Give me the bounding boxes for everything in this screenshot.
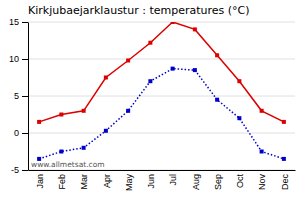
marker (104, 76, 108, 80)
marker (59, 150, 63, 154)
marker (282, 157, 286, 161)
y-tick: 10 (9, 54, 28, 64)
y-tick-mark (22, 22, 28, 23)
x-tick-label: Apr (102, 174, 112, 188)
y-tick-label: 15 (9, 17, 19, 27)
x-tick: Sep (213, 174, 223, 190)
x-tick: Jul (168, 174, 178, 186)
x-tick-label: Jul (168, 174, 178, 186)
grid (28, 22, 295, 170)
y-tick-label: 5 (14, 91, 19, 101)
markers (37, 67, 286, 161)
x-axis-line (29, 170, 296, 171)
series-line (39, 22, 284, 122)
marker (193, 27, 197, 31)
plot: -5 0 5 10 15 Jan Feb Mar Apr May Jun Jul Aug Sep Oct No… (9, 17, 296, 191)
y-tick-label: 10 (9, 54, 19, 64)
marker (82, 109, 86, 113)
y-axis: -5 0 5 10 15 (9, 17, 29, 175)
x-tick-label: Oct (235, 174, 245, 189)
y-tick: 5 (14, 91, 28, 101)
marker (260, 109, 264, 113)
x-tick: Aug (191, 174, 201, 190)
marker (171, 22, 175, 24)
marker (237, 116, 241, 120)
y-tick-label: 0 (14, 128, 19, 138)
x-tick: May (124, 174, 134, 192)
x-tick: Nov (257, 174, 267, 191)
x-tick: Feb (57, 174, 67, 190)
marker (282, 120, 286, 124)
x-axis: Jan Feb Mar Apr May Jun Jul Aug Sep Oct Nov Dec (29, 171, 296, 192)
y-tick-mark (22, 133, 28, 134)
chart: -5 0 5 10 15 Jan Feb Mar Apr May Jun Jul Aug Sep Oct No… (0, 0, 305, 200)
y-tick-mark (22, 170, 28, 171)
y-tick-label: -5 (11, 165, 19, 175)
marker (215, 98, 219, 102)
title: Kirkjubaejarklaustur : temperatures (°C) (28, 4, 250, 17)
markers (37, 22, 286, 124)
marker (126, 58, 130, 62)
grid-line (28, 96, 295, 97)
x-tick-label: Jan (35, 174, 45, 189)
y-tick: -5 (11, 165, 28, 175)
data (37, 22, 286, 161)
grid-line (28, 133, 295, 134)
y-tick: 0 (14, 128, 28, 138)
x-tick: Apr (102, 174, 112, 188)
x-tick: Jun (146, 174, 156, 189)
marker (126, 109, 130, 113)
marker (237, 79, 241, 83)
annotation: www.allmetsat.com (31, 160, 105, 169)
series-line (39, 69, 284, 159)
marker (59, 113, 63, 117)
y-tick-mark (22, 96, 28, 97)
marker (148, 41, 152, 45)
x-tick: Jan (35, 174, 45, 189)
y-tick-mark (22, 59, 28, 60)
marker (171, 67, 175, 71)
x-tick-label: Nov (257, 174, 267, 191)
x-tick-label: Sep (213, 174, 223, 190)
y-tick: 15 (9, 17, 28, 27)
x-tick: Oct (235, 174, 245, 189)
marker (37, 120, 41, 124)
grid-line (28, 170, 295, 171)
x-tick-label: Feb (57, 174, 67, 190)
x-tick-label: Dec (280, 174, 290, 191)
x-tick-label: Mar (79, 174, 89, 190)
marker (148, 79, 152, 83)
marker (215, 53, 219, 57)
marker (260, 150, 264, 154)
grid-line (28, 22, 295, 23)
x-tick-label: Aug (191, 174, 201, 190)
grid-line (28, 59, 295, 60)
x-tick-label: May (124, 174, 134, 192)
marker (82, 146, 86, 150)
x-tick: Mar (79, 174, 89, 190)
marker (104, 129, 108, 133)
y-axis-line (28, 23, 29, 171)
x-tick: Dec (280, 174, 290, 191)
marker (193, 68, 197, 72)
x-tick-label: Jun (146, 174, 156, 189)
